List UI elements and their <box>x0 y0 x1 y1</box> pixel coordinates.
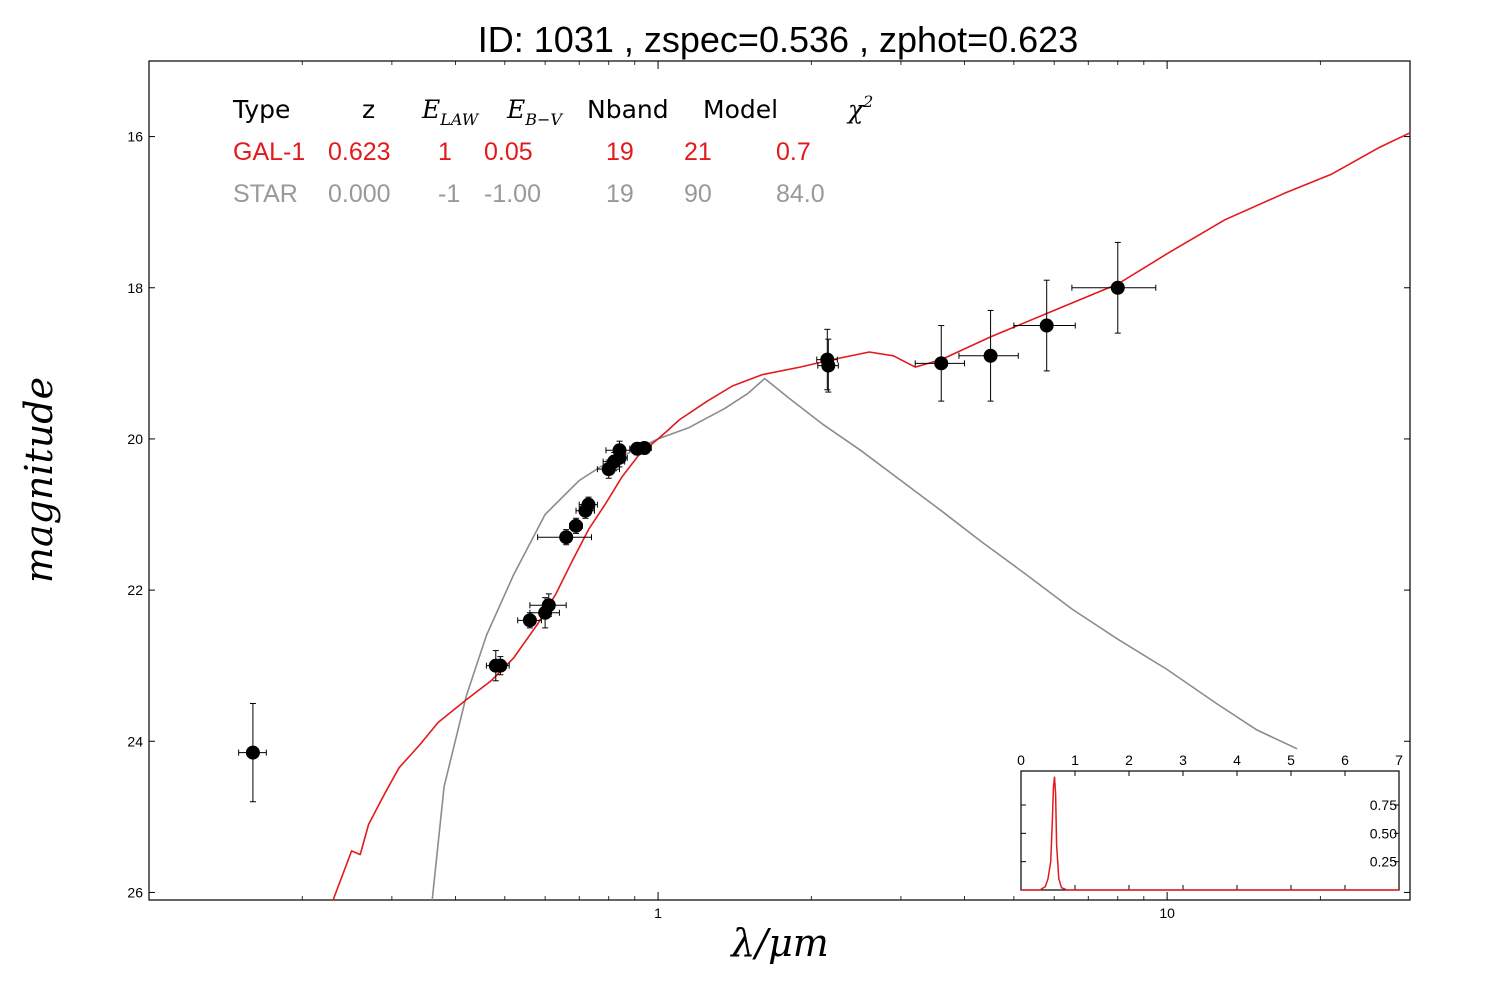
fit-cell-chi2: 84.0 <box>776 180 825 208</box>
inset-y-tick-label: 0.50 <box>1370 825 1397 841</box>
data-marker <box>541 598 556 613</box>
fit-cell-model: 21 <box>684 138 712 166</box>
fit-cell-type: STAR <box>233 180 298 208</box>
fit-rows: GAL-1 0.623 1 0.05 19 21 0.7 STAR 0.000 -1 -1.00 19… <box>233 138 825 208</box>
header-type: Type <box>232 95 290 124</box>
data-marker <box>1039 318 1054 333</box>
y-tick-label: 26 <box>127 884 143 900</box>
inset-x-tick-label: 5 <box>1287 752 1295 768</box>
fit-cell-model: 90 <box>684 180 712 208</box>
inset-y-tick-label: 0.75 <box>1370 797 1397 813</box>
y-tick-label: 16 <box>127 129 143 145</box>
data-marker <box>559 530 574 545</box>
header-model: Model <box>703 95 778 124</box>
inset-frame <box>1020 770 1400 891</box>
inset-x-tick-label: 0 <box>1017 752 1025 768</box>
y-tick-label: 22 <box>127 582 143 598</box>
galaxy-model-line <box>332 132 1411 901</box>
inset-x-tick-label: 3 <box>1179 752 1187 768</box>
data-marker <box>934 356 949 371</box>
observation-point <box>914 325 966 402</box>
header-chi2: χ2 <box>846 92 873 124</box>
data-marker <box>522 613 537 628</box>
data-marker <box>581 497 596 512</box>
data-marker <box>612 443 627 458</box>
observation-point <box>490 656 510 676</box>
data-marker <box>821 358 836 373</box>
observation-point <box>958 309 1019 402</box>
data-marker <box>983 348 998 363</box>
inset-axes: 0 1 2 3 4 5 6 7 0.25 0.50 0.75 <box>1017 752 1403 890</box>
y-axis-label: magnitude <box>17 377 61 583</box>
observation-point <box>238 702 267 803</box>
fit-cell-chi2: 0.7 <box>776 138 811 166</box>
header-ebv: EB−V <box>506 95 563 129</box>
observation-point <box>605 440 633 460</box>
inset-x-tick-label: 1 <box>1071 752 1079 768</box>
observation-point <box>636 440 652 455</box>
star-layer <box>431 377 1298 901</box>
fit-cell-z: 0.623 <box>328 138 391 166</box>
observation-point <box>569 517 584 534</box>
fit-cell-ebv: 0.05 <box>484 138 533 166</box>
chart-title: ID: 1031 , zspec=0.536 , zphot=0.623 <box>478 19 1078 60</box>
main-plot-frame <box>148 60 1411 901</box>
observation-point <box>517 612 542 629</box>
observation-point <box>1071 241 1157 334</box>
observation-point <box>537 529 592 546</box>
fit-cell-ebv: -1.00 <box>484 180 541 208</box>
fit-table: Type z ELAW EB−V Nband Model χ2 GAL-1 0.6… <box>232 92 873 208</box>
y-tick-label: 20 <box>127 431 143 447</box>
fit-cell-elaw: -1 <box>438 180 460 208</box>
data-marker <box>493 658 508 673</box>
header-z: z <box>362 95 375 124</box>
observation-point <box>529 593 567 618</box>
pdz-inset: 0 1 2 3 4 5 6 7 0.25 0.50 0.75 <box>1017 752 1403 891</box>
observation-point <box>578 496 598 513</box>
pdz-line <box>1021 776 1399 891</box>
data-marker <box>637 440 652 455</box>
inset-x-tick-label: 2 <box>1125 752 1133 768</box>
header-nband: Nband <box>587 95 669 124</box>
inset-line-layer <box>1021 776 1399 891</box>
star-model-line <box>431 377 1298 901</box>
y-tick-label: 24 <box>127 733 143 749</box>
inset-x-tick-label: 4 <box>1233 752 1241 768</box>
observations-layer <box>238 241 1157 803</box>
x-axis-label: λ/μm <box>729 921 829 965</box>
fit-cell-elaw: 1 <box>438 138 452 166</box>
fit-cell-type: GAL-1 <box>233 138 305 166</box>
data-marker <box>569 518 584 533</box>
inset-x-tick-label: 7 <box>1395 752 1403 768</box>
x-tick-label: 1 <box>654 905 662 921</box>
inset-x-tick-label: 6 <box>1341 752 1349 768</box>
fit-cell-nband: 19 <box>606 138 634 166</box>
observation-point <box>1013 279 1076 372</box>
data-marker <box>245 745 260 760</box>
header-elaw: ELAW <box>421 95 480 129</box>
fit-cell-nband: 19 <box>606 180 634 208</box>
galaxy-layer <box>332 132 1411 901</box>
data-marker <box>1110 280 1125 295</box>
fit-cell-z: 0.000 <box>328 180 391 208</box>
observation-point <box>817 338 839 393</box>
x-tick-label: 10 <box>1159 905 1175 921</box>
inset-y-tick-label: 0.25 <box>1370 854 1397 870</box>
y-tick-label: 18 <box>127 280 143 296</box>
